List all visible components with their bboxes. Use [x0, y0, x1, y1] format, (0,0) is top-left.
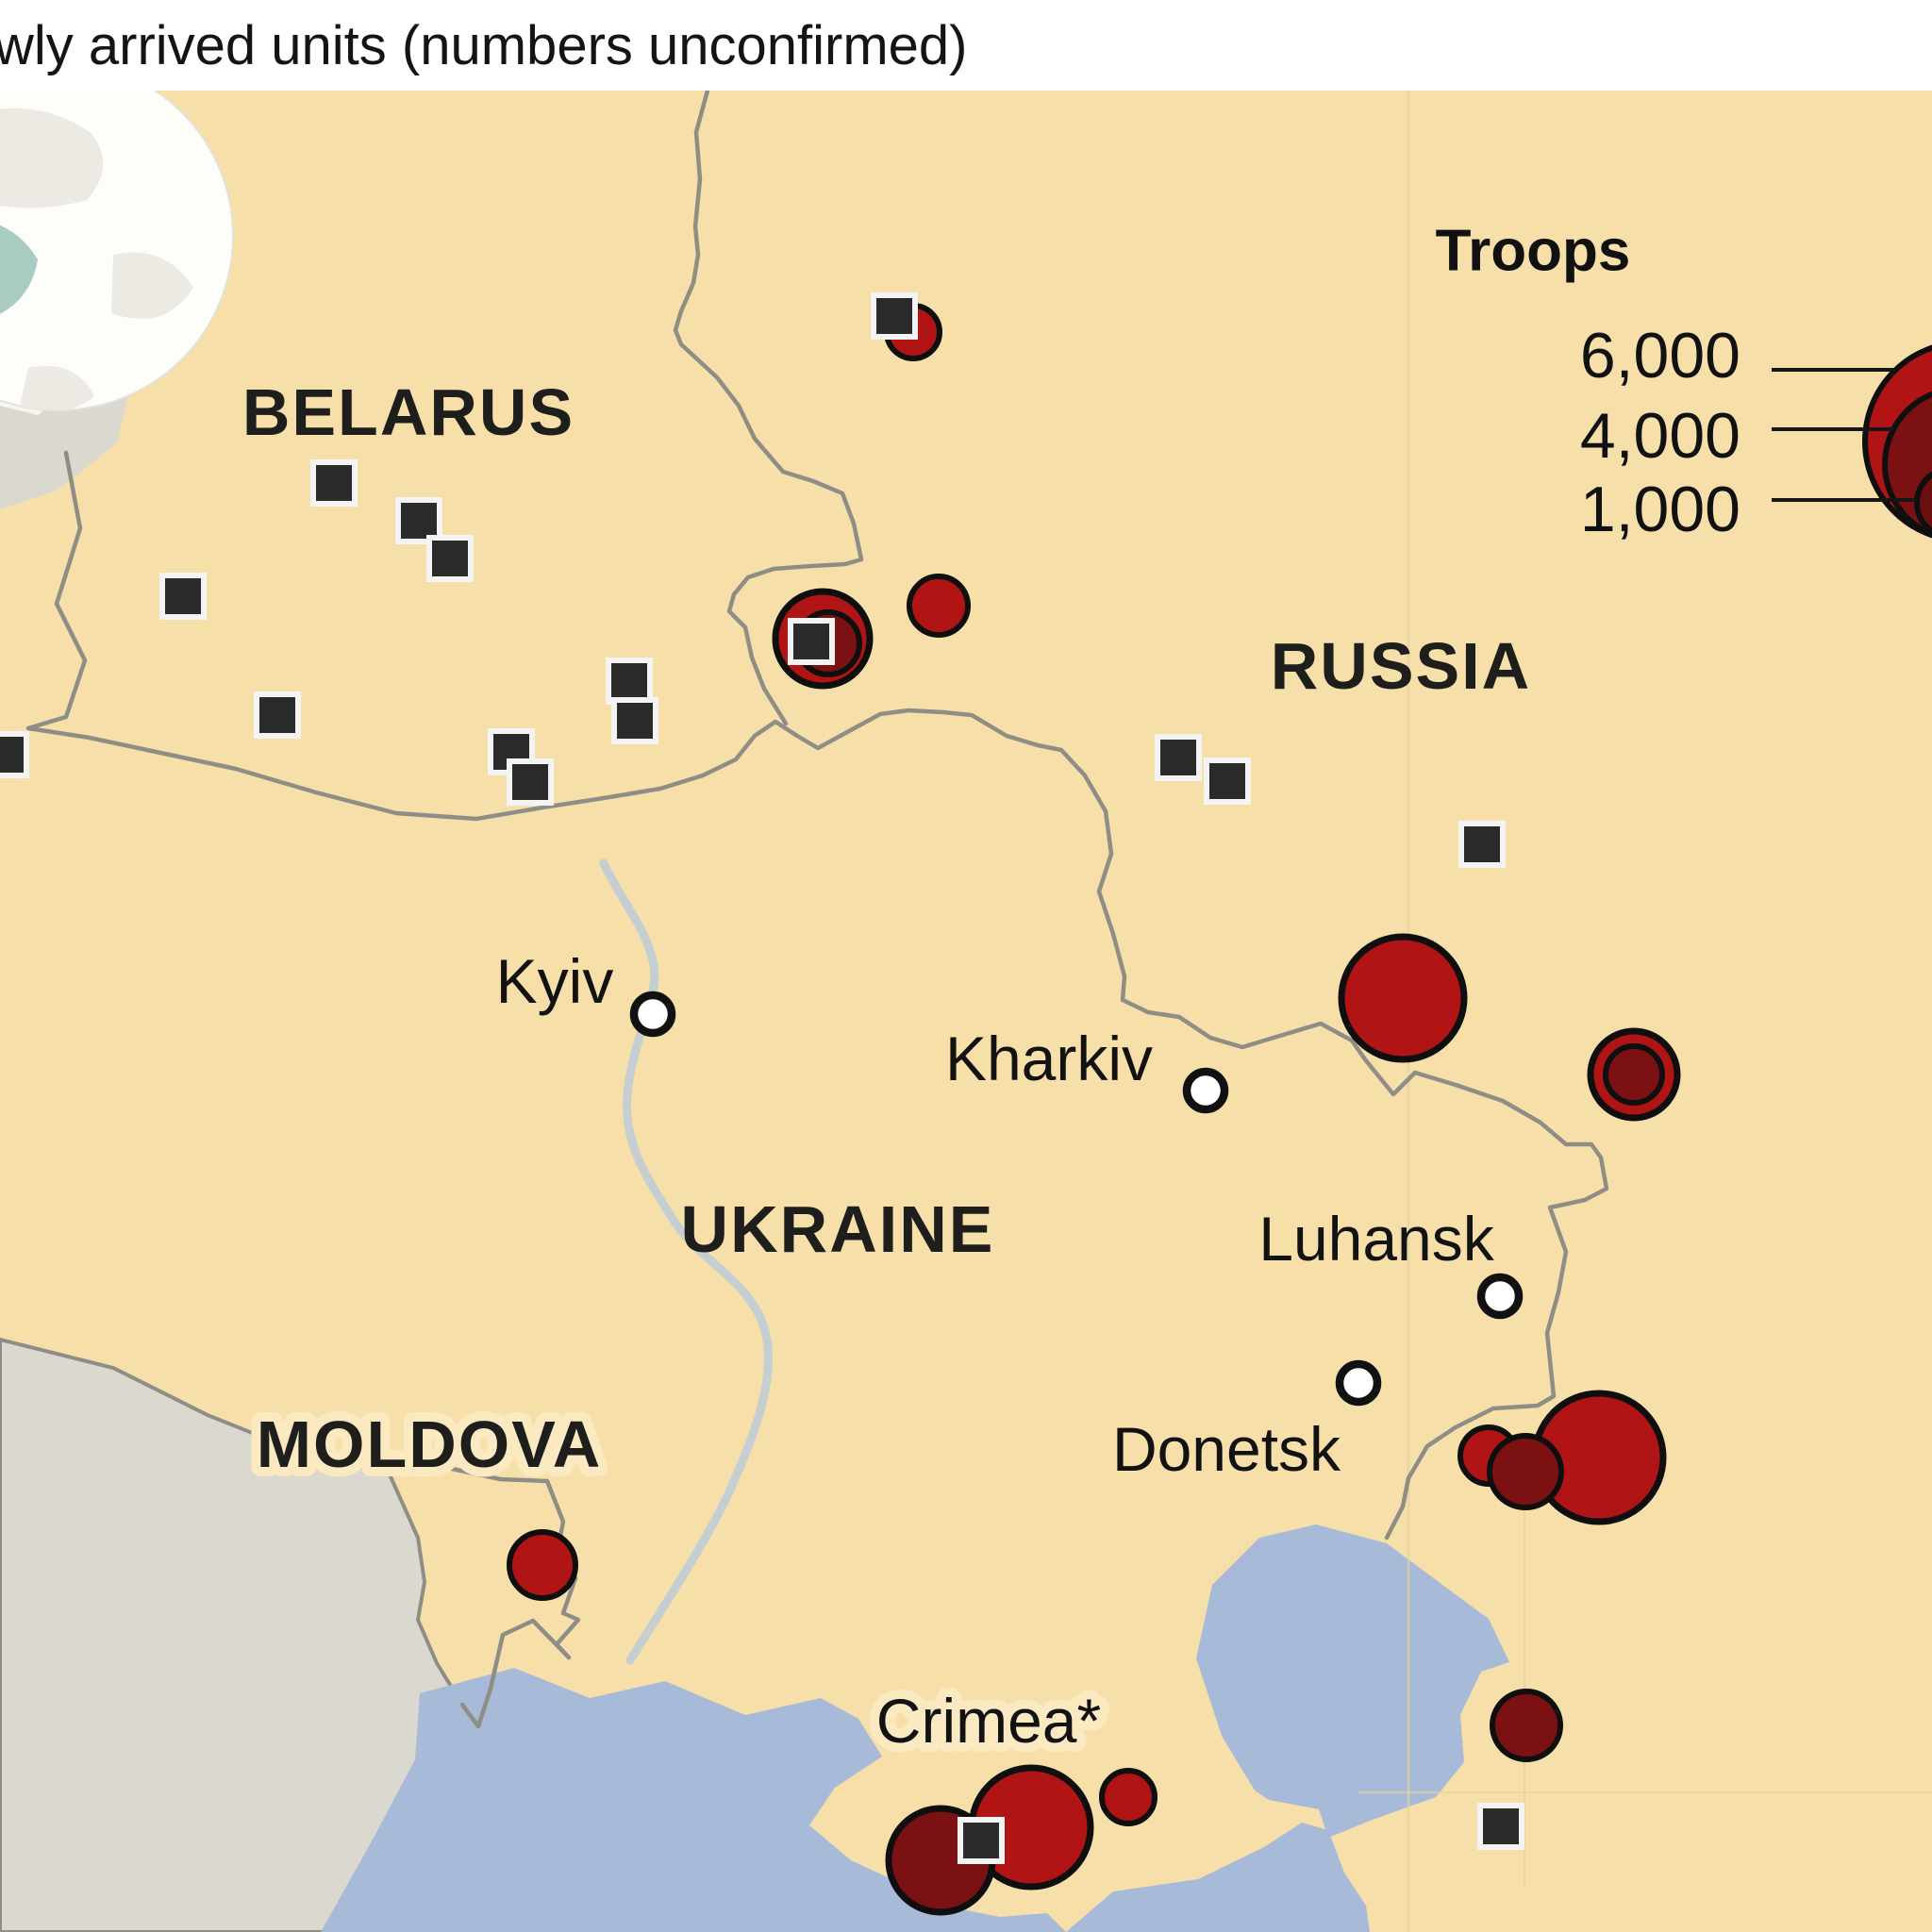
unit-square-icon — [426, 535, 474, 582]
region-label: Crimea* — [876, 1686, 1101, 1756]
city-dot — [629, 991, 676, 1038]
unit-square-icon — [507, 758, 554, 806]
unit-square-icon — [254, 691, 301, 739]
legend-value: 1,000 — [1580, 474, 1740, 545]
troop-circle — [1099, 1768, 1158, 1826]
legend-value: 6,000 — [1580, 320, 1740, 391]
unit-squares — [0, 292, 1524, 1864]
country-label: BELARUS — [242, 375, 575, 449]
legend-size-circle — [1914, 471, 1932, 535]
troop-circle — [1338, 933, 1468, 1063]
country-label: UKRAINE — [681, 1192, 995, 1266]
unit-square-icon — [395, 497, 442, 544]
sea-of-azov — [1196, 1524, 1509, 1838]
city-label: Donetsk — [1112, 1414, 1341, 1484]
legend-title: Troops — [1436, 219, 1631, 284]
black-sea-east — [1066, 1823, 1370, 1932]
legend-value: 4,000 — [1580, 400, 1740, 472]
city-dot — [1335, 1359, 1382, 1407]
unit-square-icon — [606, 658, 653, 705]
troop-circle — [1603, 1043, 1665, 1106]
border-ukraine — [25, 450, 1609, 1541]
black-sea-west — [321, 1668, 1066, 1932]
troop-circle — [507, 1529, 578, 1601]
unit-square-icon — [1477, 1803, 1524, 1850]
unit-square-icon — [1204, 758, 1251, 805]
unit-square-icon — [788, 618, 835, 665]
unit-square-icon — [310, 459, 358, 507]
troop-circle — [1487, 1433, 1564, 1510]
headline-text: wly arrived units (numbers unconfirmed) — [0, 14, 968, 76]
dnieper-river — [599, 858, 773, 1665]
locator-globe-icon — [0, 91, 234, 411]
unit-square-icon — [159, 573, 207, 620]
country-label: RUSSIA — [1271, 629, 1531, 703]
city-label: Kharkiv — [945, 1024, 1153, 1093]
city-dot — [1182, 1067, 1229, 1114]
country-label: MOLDOVA — [257, 1407, 603, 1481]
troop-circle — [907, 574, 971, 638]
border-moldova — [387, 1464, 581, 1729]
city-markers: Kyiv Kharkiv Luhansk Donetsk — [496, 946, 1524, 1484]
unit-square-icon — [0, 731, 29, 778]
city-label: Luhansk — [1258, 1204, 1495, 1274]
unit-square-icon — [1458, 821, 1506, 868]
troop-circle — [1490, 1689, 1563, 1762]
city-dot — [1476, 1273, 1524, 1320]
unit-square-icon — [1155, 734, 1202, 781]
unit-square-icon — [958, 1817, 1005, 1864]
unit-square-icon — [611, 697, 658, 744]
border-belarus-russia — [673, 91, 864, 726]
country-labels: BELARUS RUSSIA UKRAINE MOLDOVA Crimea* — [242, 375, 1531, 1765]
headline: wly arrived units (numbers unconfirmed) — [0, 0, 1932, 91]
troop-circles — [507, 303, 1681, 1916]
city-label: Kyiv — [496, 946, 614, 1016]
unit-square-icon — [871, 292, 918, 340]
